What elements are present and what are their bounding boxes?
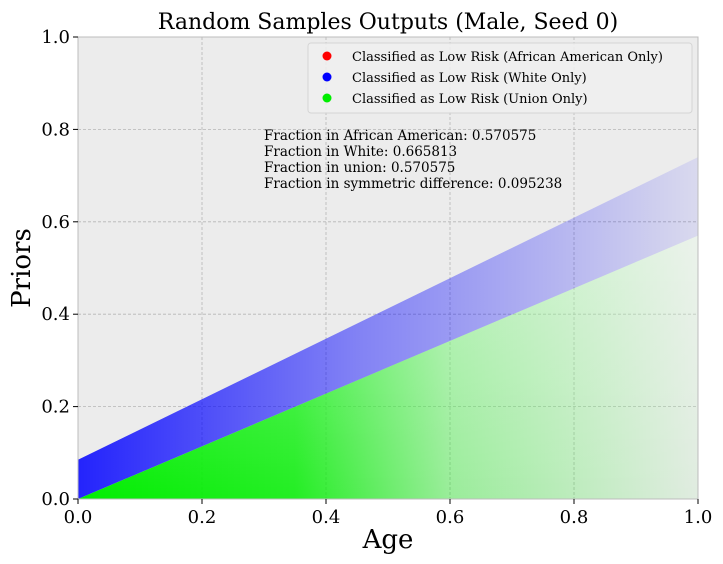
annotation-line: Fraction in union: 0.570575 xyxy=(264,160,455,176)
white-only-region xyxy=(78,157,698,499)
x-axis-label: Age xyxy=(362,525,414,555)
legend-marker-union xyxy=(322,93,332,103)
x-tick-label: 0.2 xyxy=(188,507,217,528)
chart-title: Random Samples Outputs (Male, Seed 0) xyxy=(158,10,618,35)
legend-marker-white xyxy=(322,72,332,82)
y-tick-label: 1.0 xyxy=(41,27,70,48)
legend-marker-african-american xyxy=(322,51,332,61)
y-tick-label: 0.4 xyxy=(41,304,70,325)
union-region-shade xyxy=(78,235,698,499)
x-tick-label: 0.6 xyxy=(436,507,465,528)
y-tick-label: 0.0 xyxy=(41,489,70,510)
x-tick-label: 0.0 xyxy=(64,507,93,528)
y-tick-label: 0.6 xyxy=(41,212,70,233)
x-axis: 0.0 0.2 0.4 0.6 0.8 1.0 xyxy=(64,499,713,528)
y-axis: 0.0 0.2 0.4 0.6 0.8 1.0 xyxy=(41,27,78,510)
annotation-block: Fraction in African American: 0.570575 F… xyxy=(264,128,562,192)
annotation-line: Fraction in African American: 0.570575 xyxy=(264,128,536,144)
y-tick-label: 0.2 xyxy=(41,397,70,418)
data-regions xyxy=(78,157,698,499)
annotation-line: Fraction in White: 0.665813 xyxy=(264,144,457,160)
annotation-line: Fraction in symmetric difference: 0.0952… xyxy=(264,176,562,192)
x-tick-label: 0.8 xyxy=(560,507,589,528)
legend-label: Classified as Low Risk (African American… xyxy=(352,50,663,65)
legend: Classified as Low Risk (African American… xyxy=(307,42,693,114)
y-axis-label: Priors xyxy=(7,228,37,308)
legend-label: Classified as Low Risk (White Only) xyxy=(352,71,587,86)
x-tick-label: 0.4 xyxy=(312,507,341,528)
legend-box xyxy=(307,42,693,114)
y-tick-label: 0.8 xyxy=(41,119,70,140)
legend-label: Classified as Low Risk (Union Only) xyxy=(352,92,588,107)
plot-frame xyxy=(77,36,699,500)
x-tick-label: 1.0 xyxy=(684,507,713,528)
